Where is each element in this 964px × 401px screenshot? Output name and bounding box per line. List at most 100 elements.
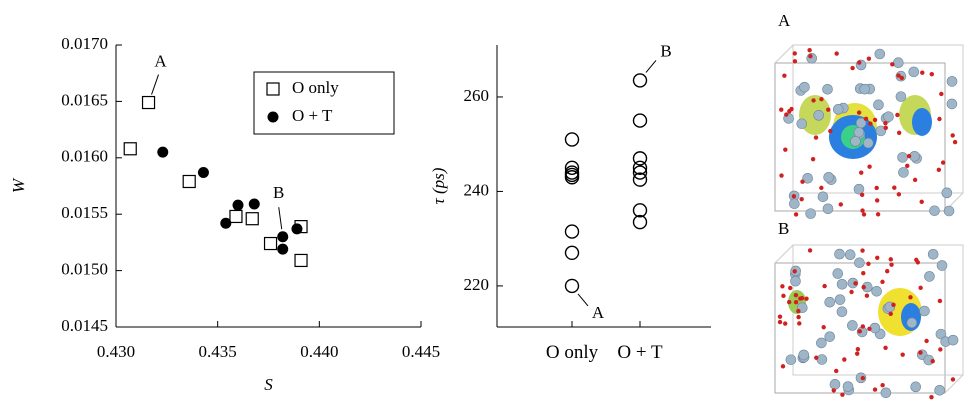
atom [893,57,904,69]
atom [793,212,799,217]
x-tick-label: 0.435 [199,342,237,361]
atom [790,275,801,287]
annotation: B [273,183,284,202]
atom [895,112,900,118]
atom [927,248,939,260]
point [564,224,580,239]
atom [899,75,905,81]
point [197,166,209,178]
atom [880,383,885,388]
atom [929,71,934,77]
atom [875,212,881,217]
atom [891,302,896,308]
atom [783,321,788,326]
atoms [777,47,959,400]
atom [832,104,844,115]
atom [898,167,909,178]
y-tick-label: 260 [464,86,490,105]
atom [844,249,856,261]
atom [788,285,793,291]
y-tick-label: 0.0150 [61,260,108,279]
atom [808,54,813,59]
atom [918,285,923,291]
atom [950,133,955,138]
atom [791,194,797,199]
y-tick-label: 0.0160 [61,147,108,166]
point [294,253,308,268]
atom [817,191,829,203]
leader [278,207,283,230]
x-axis-label: S [264,375,273,394]
atom [861,212,867,217]
atom [943,205,955,217]
atom [888,311,893,317]
atom [857,60,862,65]
atom [875,125,887,137]
panel-label: B [778,219,789,238]
atom [888,257,893,262]
atom [836,306,848,318]
atom [777,314,783,319]
atom [929,395,934,400]
atom [912,177,918,183]
atom [796,118,808,130]
atom [920,70,925,75]
atom [857,329,862,334]
atom [915,260,921,265]
atom [855,117,867,129]
atom [940,160,946,165]
atom [868,121,873,126]
atom [847,320,858,331]
point [157,146,169,158]
atom [862,137,874,149]
atom [783,147,788,152]
atom [802,172,813,184]
atom [861,270,866,276]
atom [777,319,783,325]
legend-marker [266,82,280,96]
atom [854,257,865,269]
atom [906,317,918,329]
y-tick-label: 0.0170 [61,34,108,53]
atom [792,59,798,64]
x-tick-label: O only [545,342,599,363]
atom [860,375,866,381]
atom [874,48,886,60]
atom [938,347,943,352]
point [564,170,580,185]
atom [834,248,845,260]
atom [859,192,865,198]
atom [822,283,827,289]
atom [874,185,879,191]
atom [826,107,831,112]
atom [831,388,836,393]
point [632,172,648,187]
atom [819,185,824,191]
atom [864,293,870,298]
atom [853,281,858,286]
atom [941,187,953,199]
point [263,236,278,251]
atom [930,358,935,364]
atom [823,171,834,183]
point [632,165,648,180]
atom [919,305,930,317]
atom [859,83,871,95]
atom [796,308,801,314]
x-tick-label: 0.430 [97,342,135,361]
atom [861,284,866,290]
atom [896,192,902,197]
atom [834,51,839,56]
atom [789,198,800,210]
atom [793,299,799,305]
atom [781,293,786,299]
atom [883,121,888,126]
atom [859,170,864,175]
legend-label: O + T [292,106,333,125]
atom [872,387,878,392]
atom [892,185,897,190]
point [564,245,580,261]
atom [849,289,854,295]
leader [645,60,657,73]
